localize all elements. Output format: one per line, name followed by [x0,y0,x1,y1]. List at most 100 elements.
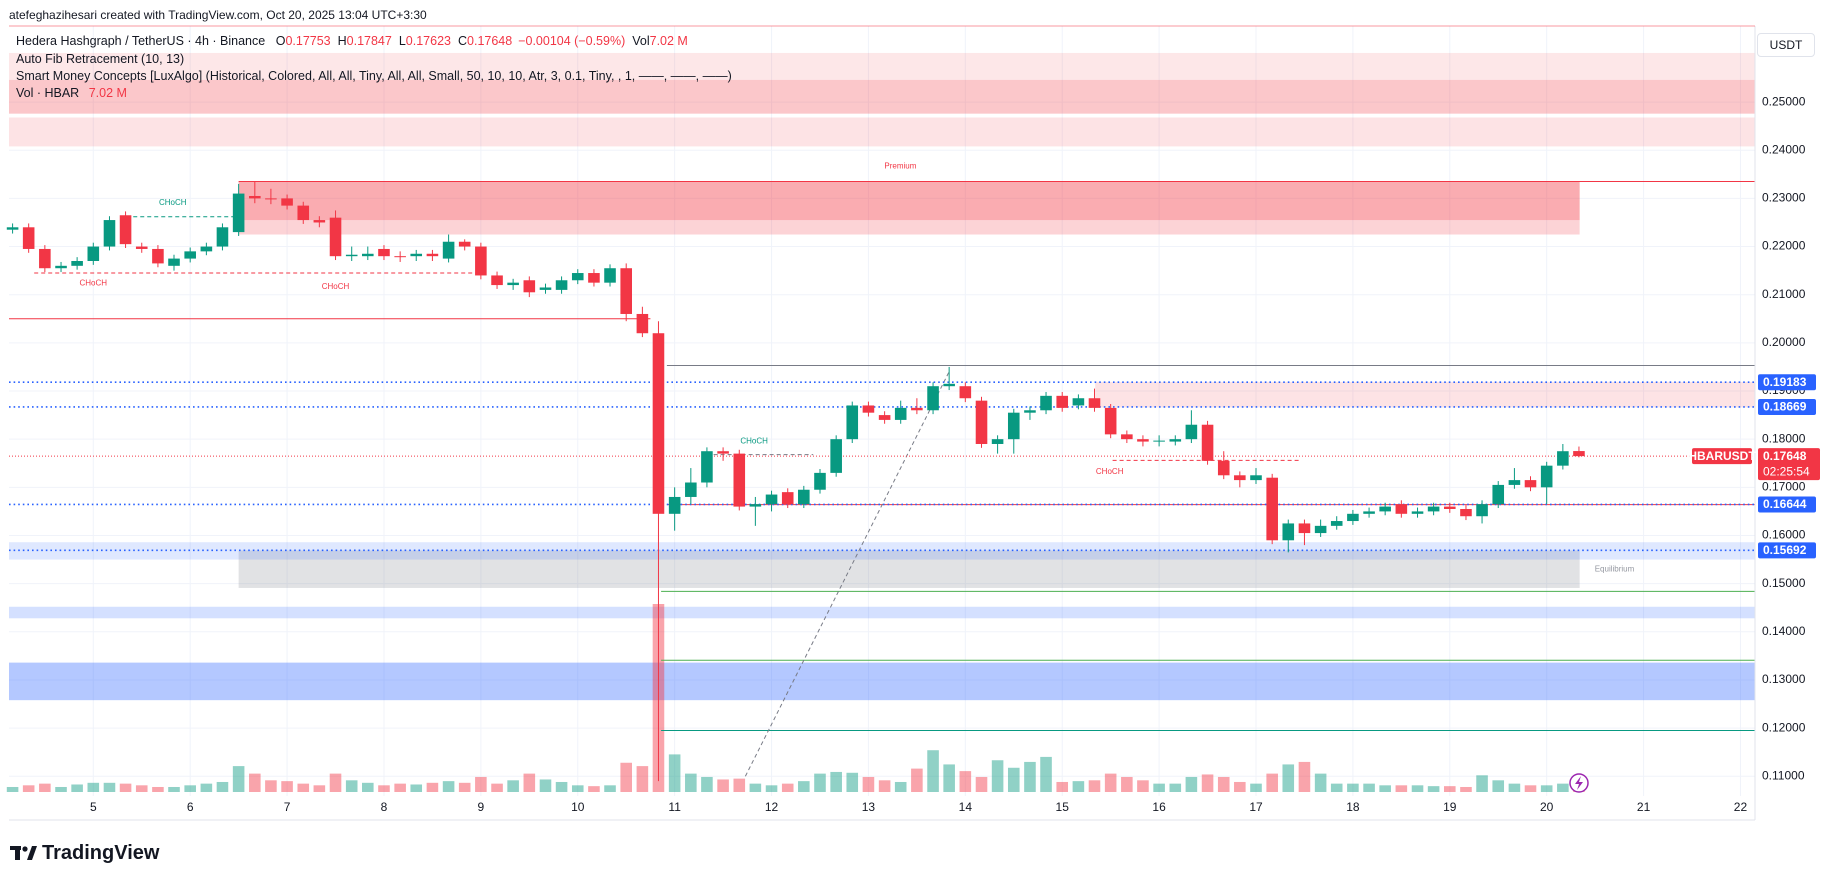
indicators: Auto Fib Retracement (10, 13) Smart Money… [16,52,732,86]
candle-body [1217,460,1230,476]
volume-bar [733,778,746,792]
last-price-box [1758,448,1820,481]
ohlc-key: H [337,34,347,48]
candle-body [1427,506,1440,512]
credit: atefeghazihesari created with TradingVie… [9,8,427,22]
zone [9,79,1755,114]
volume-bar [604,785,616,792]
ohlc-key: O [275,34,286,48]
candle-body [297,205,310,221]
volume-legend: Vol · HBAR 7.02 M [16,86,127,100]
vol-value: 7.02 M [649,34,688,48]
volume-bar [1347,783,1359,792]
volume-bar [894,781,907,792]
zone [238,550,1580,588]
candle-body [652,333,665,514]
last-price-name-box [1692,448,1752,465]
candle-body [378,248,390,257]
candle-body [765,494,778,505]
last-price: 0.17648 [1763,449,1807,463]
candle-body [1104,407,1117,435]
candle-body [362,253,374,257]
y-tick-label: 0.11000 [1762,768,1805,782]
indicator-row: Smart Money Concepts [LuxAlgo] (Historic… [16,69,732,86]
candle-body [152,248,164,264]
volume-bar [378,785,390,792]
zone [1095,381,1755,408]
candle-body [507,282,519,286]
candle-body [39,248,51,269]
volume-bar [6,786,19,792]
price-label-box [1758,398,1816,415]
volume-bar [362,782,374,792]
y-tick-label: 0.17000 [1762,479,1806,493]
volume-bar [1492,780,1505,792]
volume-bar [313,785,326,792]
annotation: CHoCH [322,282,350,291]
annotation: CHoCH [740,437,768,446]
volume-bar [781,783,794,792]
currency-button[interactable]: USDT [1757,33,1815,57]
volume-bar [152,786,164,792]
volume-bar [281,781,293,792]
volume-bar [1266,773,1278,792]
volume-bar [394,783,406,792]
volume-bar [1088,780,1101,792]
candle-body [846,405,859,440]
volume-bar [927,750,939,792]
annotation: Equilibrium [1595,564,1635,573]
candle-body [733,453,746,507]
volume-bar [717,779,729,792]
candle-body [87,246,100,261]
candle-body [911,407,923,411]
volume-bar [991,760,1004,792]
volume-bar [668,754,681,792]
candle-body [1460,508,1472,517]
candle-body [523,280,536,293]
candle-body [781,492,794,505]
volume-bar [1363,783,1375,792]
volume-bar [588,786,600,792]
volume-bar [1217,776,1230,792]
volume-bar [1024,761,1036,792]
candle-body [1250,475,1262,481]
candle-body [943,383,955,387]
volume-bar [265,780,277,792]
candle-body [6,227,19,230]
volume-bar [1072,781,1085,792]
candle-body [1395,504,1408,514]
candle-body [1056,395,1069,408]
candle-body [685,482,697,497]
candle-body [442,241,455,259]
candle-body [927,386,939,411]
x-tick-label: 19 [1443,800,1457,814]
candle-body [1282,523,1295,541]
ohlc-value: 0.17847 [346,34,392,48]
volume-bar [1508,783,1521,792]
candle-body [329,217,342,257]
countdown: 02:25:54 [1763,464,1810,478]
volume-bar [814,773,826,792]
candle-body [1153,440,1165,442]
candle-body [1007,412,1020,440]
annotation: CHoCH [159,198,187,207]
y-tick-label: 0.13000 [1762,672,1806,686]
volume-bar [830,771,842,792]
x-tick-label: 9 [478,800,485,814]
candle-body [1185,424,1198,440]
candle-body [620,268,632,314]
candle-body [717,451,729,454]
x-tick-label: 5 [90,800,97,814]
candle-body [216,227,229,247]
y-tick-label: 0.16000 [1762,528,1806,542]
candle-body [701,451,713,483]
volume-bar [1137,780,1149,792]
volume-bar [636,766,649,792]
y-tick-label: 0.15000 [1762,576,1806,590]
x-tick-label: 18 [1346,800,1360,814]
volume-bar [943,764,955,792]
candle-body [1024,410,1036,413]
volume-bar [571,785,584,792]
